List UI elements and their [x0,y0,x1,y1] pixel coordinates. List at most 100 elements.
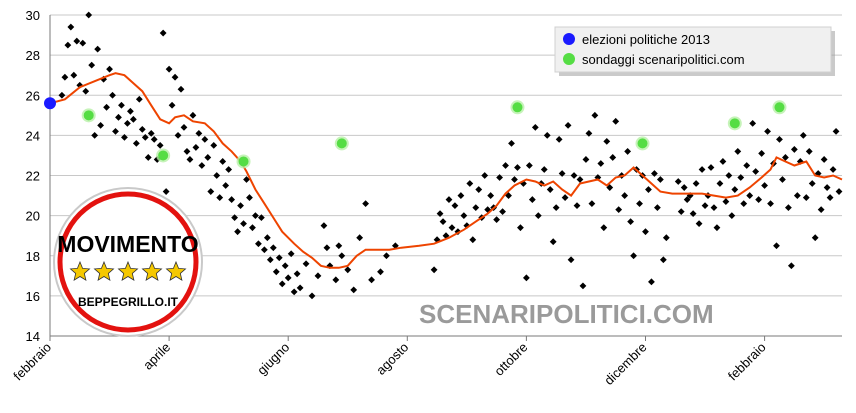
y-tick-label: 28 [26,48,40,63]
poll-data-point [183,148,191,155]
poll-data-point [278,280,286,288]
poll-data-point [231,214,239,222]
poll-data-point [820,156,828,163]
poll-data-point [433,236,441,244]
poll-data-point [320,222,328,230]
poll-data-point [493,216,501,224]
poll-data-point [195,129,203,137]
poll-data-point [600,224,608,232]
poll-data-point [719,158,727,165]
poll-data-point [823,184,831,191]
legend-label-elezioni: elezioni politiche 2013 [582,32,710,47]
poll-data-point [124,119,131,127]
poll-data-point [621,192,629,199]
poll-data-point [338,252,346,260]
poll-data-point [112,127,119,135]
poll-data-point [162,188,170,195]
poll-data-point [448,224,456,232]
poll-data-point [216,194,224,201]
poll-data-point [543,131,551,139]
poll-data-point [517,224,524,232]
poll-data-point [451,202,459,209]
poll-data-point [457,192,465,199]
poll-data-point [275,254,283,262]
sondaggi-point [637,138,648,149]
poll-data-point [88,61,96,69]
poll-data-point [442,232,450,240]
poll-data-point [832,127,840,135]
poll-data-point [171,73,179,81]
poll-data-point [576,176,584,183]
poll-data-point [460,212,468,220]
poll-data-point [281,262,289,270]
poll-data-point [737,174,745,181]
poll-data-point [508,140,515,147]
x-tick-label: febbraio [725,340,769,384]
poll-data-point [186,156,194,163]
poll-data-point [308,292,316,300]
poll-data-point [698,166,706,173]
poll-data-point [469,236,477,244]
poll-data-point [109,91,116,99]
poll-data-point [150,135,158,143]
series-layer [44,11,843,300]
poll-data-point [561,194,569,201]
poll-data-point [701,202,709,209]
x-tick-label: agosto [373,340,411,378]
poll-data-point [326,262,334,270]
poll-data-point [141,133,149,141]
poll-data-point [785,204,792,211]
x-axis-ticks: febbraio aprile giugno agosto ottobre dicembr… [10,336,769,388]
poll-data-point [255,240,262,248]
poll-data-point [189,111,197,119]
poll-data-point [722,198,730,205]
poll-data-point [85,11,93,19]
poll-data-point [207,188,215,195]
poll-data-point [540,166,548,173]
poll-data-point [555,135,563,143]
poll-data-point [213,172,221,179]
poll-data-point [472,204,480,211]
logo-star-icon [117,260,139,281]
poll-data-point [573,202,581,209]
poll-data-point [296,284,304,292]
poll-data-point [481,172,489,179]
poll-data-point [764,127,771,135]
poll-data-point [707,164,715,171]
poll-data-point [106,65,113,73]
x-tick-label: ottobre [491,340,530,379]
poll-data-point [749,119,757,127]
poll-data-point [64,41,72,49]
poll-data-point [636,200,643,207]
poll-data-point [779,176,786,183]
logo-star-icon [93,260,115,281]
y-tick-label: 30 [26,8,40,23]
poll-data-point [525,162,533,169]
poll-data-point [430,266,438,274]
sondaggi-point [774,102,785,113]
poll-data-point [731,186,739,193]
x-tick-label: giugno [254,340,292,378]
poll-data-point [129,115,137,123]
x-tick-label: dicembre [601,340,649,388]
poll-data-point [725,172,733,179]
y-tick-label: 14 [26,329,40,344]
poll-data-point [115,113,122,121]
poll-data-point [499,208,506,216]
poll-data-point [546,186,554,193]
poll-data-point [246,194,253,201]
chart-axes [49,15,842,337]
poll-data-point [159,29,167,37]
poll-data-point [198,162,206,169]
poll-data-point [287,250,295,258]
logo-beppegrillo-text: BEPPEGRILLO.IT [78,295,179,309]
poll-data-point [531,123,539,131]
poll-data-point [228,196,236,203]
poll-data-point [126,107,134,115]
watermark-text: SCENARIPOLITICI.COM [419,299,714,329]
poll-data-point [743,162,751,169]
poll-data-point [522,274,530,282]
poll-data-point [814,170,822,177]
poll-data-point [487,192,495,199]
poll-data-point [252,212,259,220]
